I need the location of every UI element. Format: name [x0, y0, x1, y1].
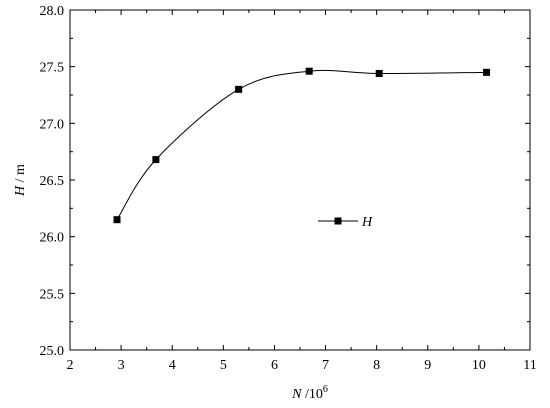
- x-axis-var: N: [291, 387, 302, 402]
- x-tick-label: 10: [472, 358, 486, 373]
- x-tick-label: 8: [373, 358, 380, 373]
- plot-frame: [69, 9, 531, 351]
- x-axis-unit: /10: [301, 387, 322, 402]
- data-point: [113, 216, 121, 224]
- y-tick-label: 27.0: [40, 117, 65, 132]
- legend-marker: [334, 217, 342, 225]
- x-axis-label: N /106: [291, 384, 328, 402]
- y-axis-label: H / m: [13, 164, 28, 197]
- x-tick-label: 5: [220, 358, 227, 373]
- x-tick-label: 7: [322, 358, 329, 373]
- y-axis-unit: / m: [13, 164, 28, 186]
- y-tick-label: 25.5: [40, 287, 65, 302]
- legend: H: [318, 215, 373, 230]
- x-tick-label: 4: [169, 358, 176, 373]
- data-point: [305, 67, 313, 75]
- data-point: [375, 69, 383, 77]
- x-tick-label: 9: [424, 358, 431, 373]
- data-point: [483, 68, 491, 76]
- y-tick-label: 26.5: [40, 174, 65, 189]
- y-tick-label: 25.0: [40, 344, 65, 359]
- y-axis-var: H: [13, 185, 28, 197]
- series-line-H: [116, 69, 487, 220]
- ticks: 2 3 4 5 6 7 8 9 10 11 25.0 25.5 26.0 26.5 27.0 27.5 28.0: [40, 4, 537, 373]
- axes: [69, 9, 531, 351]
- x-axis-exponent: 6: [323, 384, 328, 395]
- x-tick-label: 2: [67, 358, 74, 373]
- data-point: [152, 156, 160, 164]
- legend-label: H: [361, 215, 373, 230]
- data-point: [235, 85, 243, 93]
- series: [113, 67, 491, 224]
- y-tick-label: 26.0: [40, 231, 65, 246]
- x-tick-label: 3: [118, 358, 125, 373]
- y-tick-label: 28.0: [40, 4, 65, 19]
- y-tick-label: 27.5: [40, 61, 65, 76]
- x-tick-label: 11: [523, 358, 536, 373]
- x-tick-label: 6: [271, 358, 278, 373]
